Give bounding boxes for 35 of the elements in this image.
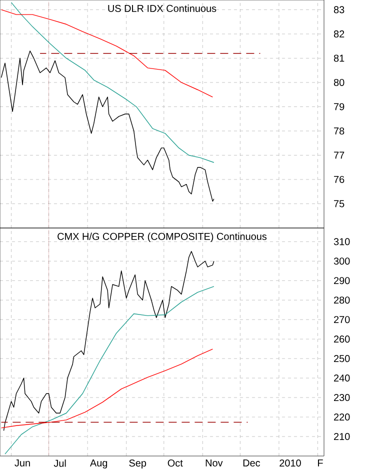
- x-tick-label: Oct: [168, 460, 183, 467]
- y-tick-label: 78: [334, 127, 344, 134]
- y-tick-label: 76: [334, 176, 344, 184]
- y-tick-label: 260: [334, 336, 350, 343]
- y-tick-label: 82: [334, 30, 344, 38]
- y-tick-label: 79: [334, 103, 344, 110]
- y-tick-label: 75: [334, 200, 344, 208]
- line-series: [10, 2, 214, 163]
- x-tick-label: Jul: [54, 460, 66, 467]
- y-tick-label: 210: [334, 432, 350, 440]
- y-tick-label: 300: [334, 258, 350, 265]
- y-tick-label: 77: [334, 152, 344, 159]
- y-tick-label: 220: [334, 414, 350, 421]
- x-tick-label: 2010: [280, 460, 301, 467]
- x-tick-label: Dec: [243, 460, 260, 466]
- y-tick-label: 310: [334, 238, 350, 246]
- y-tick-label: 250: [334, 355, 350, 362]
- y-tick-label: 290: [334, 277, 350, 284]
- y-tick-label: 80: [334, 78, 344, 86]
- chart-title: US DLR IDX Continuous: [108, 4, 216, 12]
- y-tick-label: 83: [334, 6, 344, 14]
- x-tick-label: Sep: [129, 460, 146, 469]
- line-series: [3, 251, 214, 432]
- y-tick-label: 230: [334, 394, 350, 402]
- line-series: [0, 348, 214, 428]
- chart-title: CMX H/G COPPER (COMPOSITE) Continuous: [58, 232, 267, 242]
- x-tick-label: Jun: [14, 460, 30, 466]
- line-series: [4, 286, 214, 454]
- x-tick-label: Aug: [90, 460, 108, 468]
- y-tick-label: 280: [334, 296, 350, 304]
- x-tick-label: F: [318, 460, 323, 466]
- x-tick-label: Nov: [206, 460, 223, 466]
- y-tick-label: 81: [334, 54, 344, 62]
- y-tick-label: 270: [334, 316, 350, 324]
- y-tick-label: 240: [334, 374, 350, 382]
